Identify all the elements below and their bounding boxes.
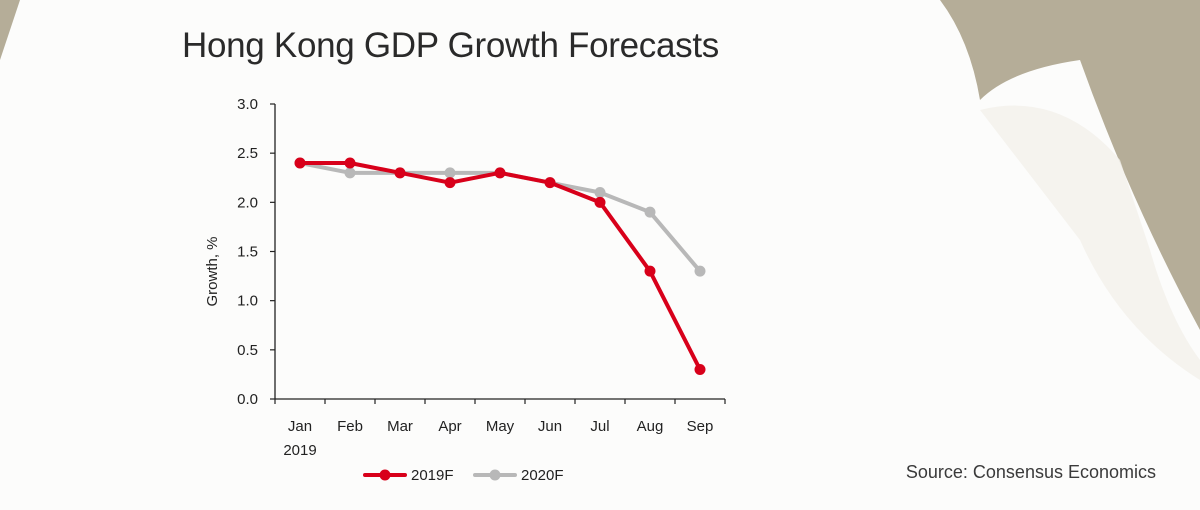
data-point-2020f <box>644 206 656 218</box>
x-tick-label: Feb <box>337 418 363 435</box>
data-point-2019f <box>344 157 356 169</box>
data-point-2020f <box>444 167 456 179</box>
x-tick-label: Jun <box>538 418 562 435</box>
x-tick-sublabel: 2019 <box>283 442 316 459</box>
data-point-2020f <box>594 187 606 198</box>
data-point-2019f <box>544 177 556 189</box>
data-point-2019f <box>394 167 406 179</box>
x-tick-label: Jan <box>288 418 312 435</box>
data-point-2019f <box>644 265 656 277</box>
page-title: Hong Kong GDP Growth Forecasts <box>182 26 719 65</box>
legend-marker-2020f <box>489 469 501 481</box>
series-line-2019f <box>298 161 702 372</box>
x-tick-label: Sep <box>687 418 714 435</box>
data-point-2019f <box>694 364 706 375</box>
y-tick-label: 2.5 <box>237 145 258 162</box>
x-tick-label: May <box>486 418 515 435</box>
legend-label-2020f: 2020F <box>521 467 564 484</box>
y-tick-label: 0.5 <box>237 342 258 359</box>
y-tick-label: 1.5 <box>237 244 258 261</box>
source-note: Source: Consensus Economics <box>905 462 1156 482</box>
x-tick-label: Apr <box>438 418 461 435</box>
paper-streak <box>980 105 1200 381</box>
x-tick-label: Aug <box>637 418 664 435</box>
y-tick-label: 2.0 <box>237 194 258 211</box>
y-tick-label: 0.0 <box>237 391 258 408</box>
data-point-2020f <box>344 167 356 179</box>
legend-label-2019f: 2019F <box>411 467 454 484</box>
legend-marker-2019f <box>379 469 391 481</box>
data-point-2019f <box>494 167 506 179</box>
data-point-2019f <box>294 157 306 169</box>
data-point-2020f <box>694 265 706 277</box>
x-tick-label: Jul <box>590 418 609 435</box>
x-tick-label: Mar <box>387 418 413 435</box>
y-tick-label: 1.0 <box>237 293 258 310</box>
data-point-2019f <box>594 196 606 208</box>
data-point-2019f <box>444 177 456 189</box>
y-tick-label: 3.0 <box>237 96 258 113</box>
y-axis-title: Growth, % <box>204 236 221 306</box>
